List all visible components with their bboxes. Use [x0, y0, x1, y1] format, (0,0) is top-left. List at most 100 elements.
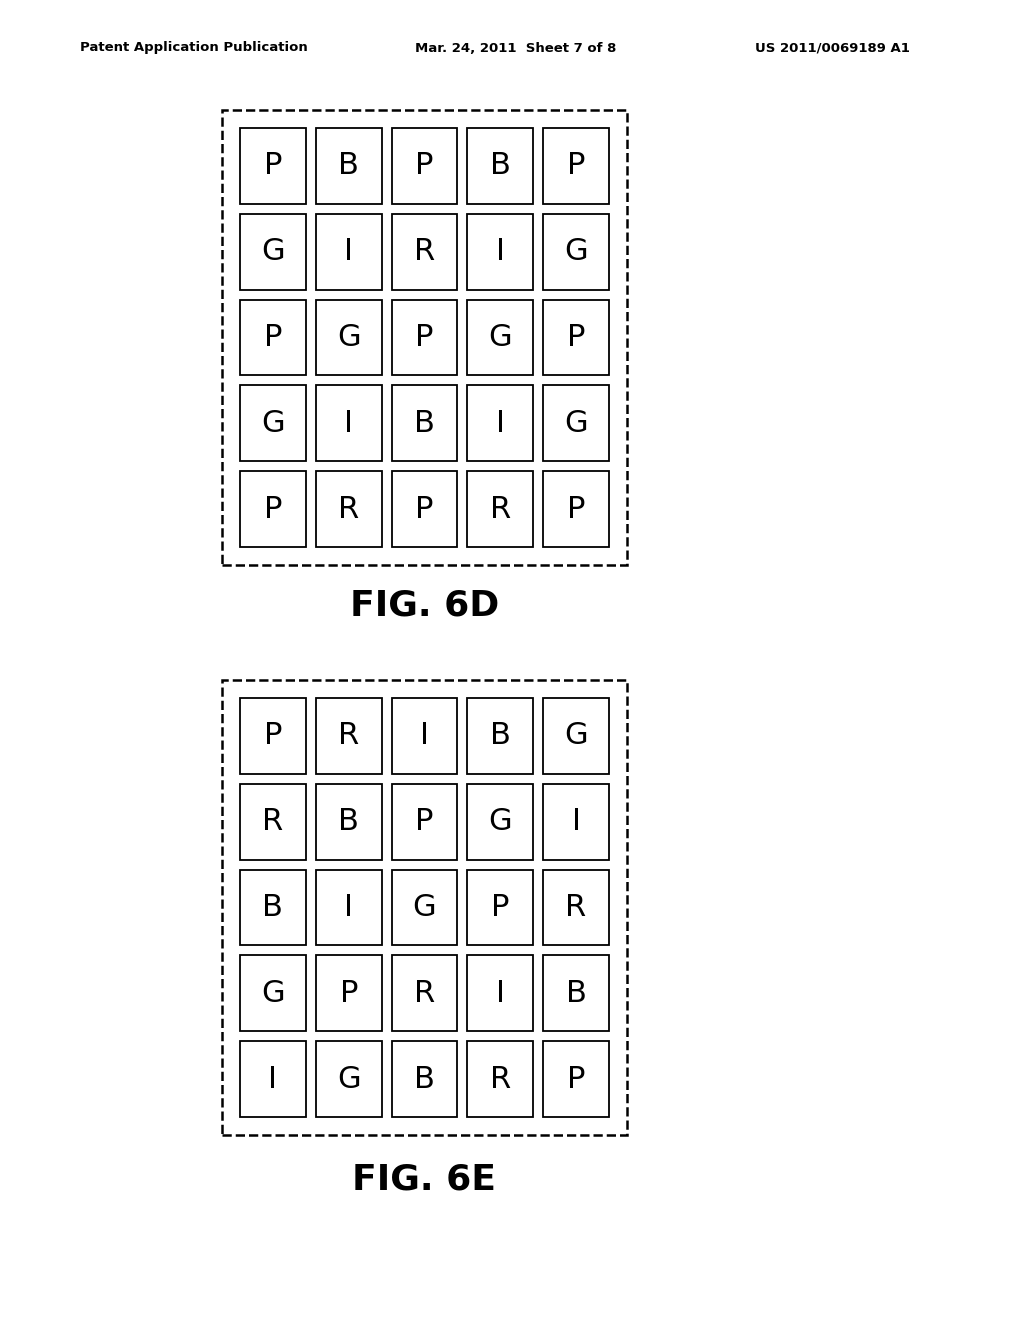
Text: I: I — [496, 979, 505, 1007]
Bar — [315, 1041, 382, 1117]
Text: G: G — [564, 722, 588, 750]
Text: G: G — [337, 1065, 360, 1093]
Text: I: I — [496, 409, 505, 438]
Text: P: P — [264, 152, 282, 181]
Text: R: R — [338, 495, 359, 524]
Bar — [315, 385, 382, 461]
Text: R: R — [262, 808, 284, 836]
Text: R: R — [489, 1065, 511, 1093]
Text: P: P — [567, 1065, 586, 1093]
Text: I: I — [344, 894, 353, 921]
Text: I: I — [420, 722, 429, 750]
Text: B: B — [262, 894, 284, 921]
Text: P: P — [264, 323, 282, 352]
Bar — [240, 300, 306, 375]
Text: P: P — [264, 722, 282, 750]
Text: I: I — [268, 1065, 278, 1093]
Bar — [543, 1041, 609, 1117]
Bar — [391, 1041, 458, 1117]
Text: I: I — [571, 808, 581, 836]
Text: P: P — [567, 323, 586, 352]
Bar — [240, 128, 306, 203]
Text: B: B — [414, 1065, 435, 1093]
Text: P: P — [264, 495, 282, 524]
Bar — [543, 870, 609, 945]
Bar — [467, 214, 534, 289]
Text: G: G — [564, 409, 588, 438]
Text: I: I — [496, 238, 505, 267]
Bar — [391, 300, 458, 375]
Bar — [543, 471, 609, 546]
Bar — [543, 698, 609, 774]
Bar — [222, 110, 627, 565]
Bar — [543, 784, 609, 859]
Bar — [240, 214, 306, 289]
Bar — [467, 870, 534, 945]
Bar — [315, 956, 382, 1031]
Bar — [467, 128, 534, 203]
Bar — [315, 698, 382, 774]
Text: P: P — [492, 894, 510, 921]
Bar — [391, 870, 458, 945]
Bar — [240, 471, 306, 546]
Bar — [391, 956, 458, 1031]
Bar — [543, 214, 609, 289]
Text: B: B — [489, 152, 511, 181]
Text: FIG. 6D: FIG. 6D — [350, 587, 499, 622]
Bar — [240, 784, 306, 859]
Text: US 2011/0069189 A1: US 2011/0069189 A1 — [755, 41, 910, 54]
Text: P: P — [340, 979, 357, 1007]
Text: P: P — [416, 808, 434, 836]
Text: P: P — [416, 152, 434, 181]
Bar — [240, 1041, 306, 1117]
Bar — [467, 1041, 534, 1117]
Text: G: G — [261, 409, 285, 438]
Bar — [467, 385, 534, 461]
Text: P: P — [416, 495, 434, 524]
Bar — [315, 471, 382, 546]
Text: Patent Application Publication: Patent Application Publication — [80, 41, 308, 54]
Bar — [543, 956, 609, 1031]
Text: B: B — [414, 409, 435, 438]
Bar — [391, 698, 458, 774]
Bar — [391, 784, 458, 859]
Text: I: I — [344, 409, 353, 438]
Bar — [315, 214, 382, 289]
Text: P: P — [416, 323, 434, 352]
Text: G: G — [413, 894, 436, 921]
Bar — [467, 698, 534, 774]
Bar — [315, 300, 382, 375]
Bar — [315, 870, 382, 945]
Text: R: R — [565, 894, 587, 921]
Text: P: P — [567, 495, 586, 524]
Bar — [467, 956, 534, 1031]
Bar — [467, 300, 534, 375]
Text: B: B — [338, 808, 359, 836]
Text: FIG. 6E: FIG. 6E — [352, 1163, 497, 1197]
Bar — [543, 385, 609, 461]
Bar — [467, 471, 534, 546]
Text: G: G — [488, 323, 512, 352]
Text: R: R — [489, 495, 511, 524]
Bar — [315, 128, 382, 203]
Text: R: R — [414, 979, 435, 1007]
Text: B: B — [489, 722, 511, 750]
Text: B: B — [565, 979, 587, 1007]
Text: B: B — [338, 152, 359, 181]
Bar — [240, 385, 306, 461]
Bar — [240, 956, 306, 1031]
Bar — [391, 385, 458, 461]
Bar — [315, 784, 382, 859]
Text: P: P — [567, 152, 586, 181]
Text: R: R — [414, 238, 435, 267]
Text: G: G — [261, 979, 285, 1007]
Bar — [391, 128, 458, 203]
Bar — [543, 300, 609, 375]
Bar — [222, 680, 627, 1135]
Text: R: R — [338, 722, 359, 750]
Bar — [240, 698, 306, 774]
Bar — [543, 128, 609, 203]
Bar — [391, 471, 458, 546]
Bar — [467, 784, 534, 859]
Text: G: G — [564, 238, 588, 267]
